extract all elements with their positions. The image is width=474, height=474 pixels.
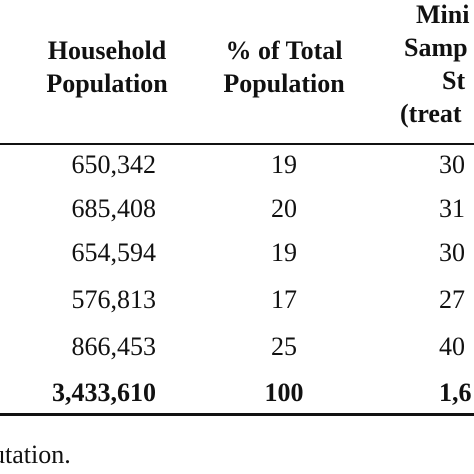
percent-cell: 25 (271, 332, 297, 361)
header-rule (0, 143, 474, 145)
header-minimum-line2: Samp (404, 33, 468, 62)
sample-cell: 27 (439, 285, 465, 314)
header-minimum-line3: St (442, 66, 466, 95)
household-cell: 685,408 (71, 194, 157, 223)
header-household-line2: Population (46, 69, 168, 98)
sample-cell: 30 (439, 150, 465, 179)
sample-total: 1,6 (439, 378, 472, 407)
header-minimum-line1: Mini (416, 0, 470, 29)
header-minimum-line4: (treat (400, 99, 462, 128)
header-percent-total: % of Total Population (205, 34, 363, 100)
household-cell: 866,453 (71, 332, 157, 361)
percent-cell: 17 (271, 285, 297, 314)
header-household-population: Household Population (28, 34, 186, 100)
sample-cell: 40 (439, 332, 465, 361)
sample-cell: 30 (439, 238, 465, 267)
percent-cell: 20 (271, 194, 297, 223)
sample-cell: 31 (439, 194, 465, 223)
footnote-text: utation. (0, 440, 71, 469)
household-cell: 650,342 (71, 150, 157, 179)
household-total: 3,433,610 (52, 378, 156, 407)
percent-total: 100 (264, 378, 304, 407)
header-percent-line2: Population (223, 69, 345, 98)
header-percent-line1: % of Total (225, 36, 343, 65)
percent-cell: 19 (271, 150, 297, 179)
percent-cell: 19 (271, 238, 297, 267)
header-minimum-sample: Mini Samp St (treat (400, 0, 474, 130)
household-cell: 654,594 (71, 238, 157, 267)
table-bottom-rule (0, 413, 474, 416)
household-cell: 576,813 (71, 285, 157, 314)
header-household-line1: Household (47, 36, 167, 65)
